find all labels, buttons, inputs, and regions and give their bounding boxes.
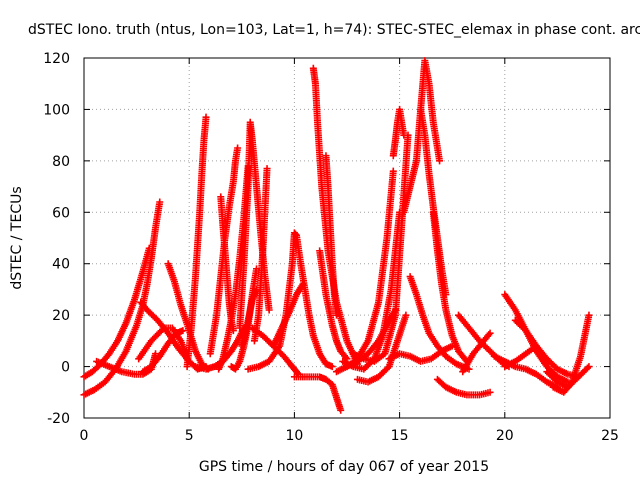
data-series [183,113,210,371]
data-series [290,373,345,414]
y-tick-label: 120 [43,51,70,67]
y-tick-label: 40 [52,257,70,273]
data-marks [80,57,593,414]
data-series [343,306,399,371]
series-markers [80,244,153,381]
series-markers [269,280,307,350]
data-series [400,57,444,216]
data-series [80,244,153,381]
data-series [511,316,582,381]
data-series [250,165,271,345]
series-markers [316,247,351,363]
series-markers [429,208,471,365]
series-markers [400,57,444,216]
data-series [238,285,261,350]
data-series [80,198,164,399]
x-axis-label: GPS time / hours of day 067 of year 2015 [199,459,489,475]
data-series [459,329,494,376]
x-tick-label: 0 [80,428,89,444]
x-tick-label: 20 [496,428,514,444]
data-series [385,342,456,365]
y-tick-label: 100 [43,102,70,118]
data-series [549,311,593,396]
data-series [316,247,351,363]
series-markers [433,375,494,399]
data-series [389,105,408,160]
y-axis-label: dSTEC / TECUs [9,186,25,289]
series-markers [139,327,187,376]
y-tick-label: 20 [52,308,70,324]
series-markers [511,316,582,381]
series-markers [354,311,410,386]
series-markers [183,113,210,371]
series-markers [248,324,303,378]
x-tick-label: 25 [601,428,619,444]
y-tick-label: 0 [61,360,70,376]
chart-title: dSTEC Iono. truth (ntus, Lon=103, Lat=1,… [28,22,640,38]
y-tick-label: 60 [52,205,70,221]
data-series [269,280,307,350]
series-markers [215,162,252,373]
series-markers [501,342,540,371]
series-markers [80,198,164,399]
data-series [354,311,410,386]
x-tick-label: 15 [391,428,409,444]
series-markers [250,165,271,345]
series-markers [385,342,456,365]
y-tick-label: 80 [52,154,70,170]
series-markers [322,152,340,319]
data-series [139,327,187,376]
series-markers [549,311,593,396]
series-markers [290,373,345,414]
series-markers [238,285,261,350]
data-series [248,324,303,378]
series-markers [389,105,408,160]
data-series [309,64,362,368]
axis-ticks: 0 5 10 15 20 25 -20 0 20 40 60 80 100 120 [43,51,619,444]
y-tick-label: -20 [47,411,70,427]
data-series [429,208,471,365]
series-markers [343,306,399,371]
data-series [501,342,540,371]
data-series [433,375,494,399]
x-tick-label: 5 [185,428,194,444]
data-series [215,162,252,373]
x-tick-label: 10 [285,428,303,444]
series-markers [309,64,362,368]
data-series [322,152,340,319]
plot-frame [83,57,611,419]
series-markers [459,329,494,376]
series-markers [293,231,336,371]
data-series [293,231,336,371]
